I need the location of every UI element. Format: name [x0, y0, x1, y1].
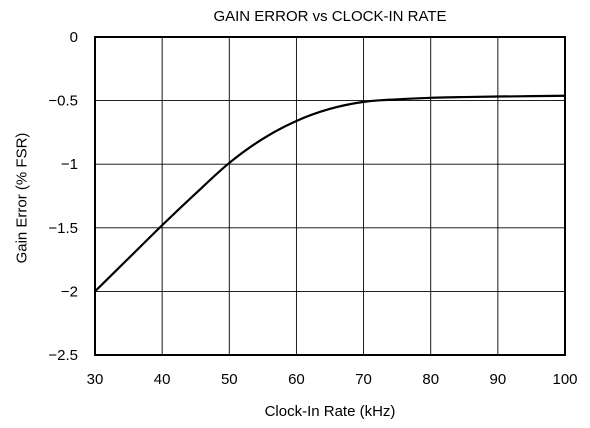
x-tick-label: 90	[490, 371, 507, 388]
y-tick-label: 0	[70, 29, 78, 46]
x-tick-label: 80	[422, 371, 439, 388]
x-tick-label: 100	[552, 371, 577, 388]
plot-frame	[94, 36, 566, 356]
y-tick-label: −1	[61, 156, 78, 173]
y-axis-label: Gain Error (% FSR)	[13, 132, 31, 264]
y-tick-label: −1.5	[48, 220, 78, 237]
y-tick-label: −2.5	[48, 347, 78, 364]
y-tick-label: −2	[61, 283, 78, 300]
chart-title: GAIN ERROR vs CLOCK-IN RATE	[213, 8, 447, 25]
x-tick-label: 50	[221, 371, 238, 388]
x-axis-label: Clock-In Rate (kHz)	[264, 403, 396, 420]
x-tick-label: 60	[288, 371, 305, 388]
x-tick-label: 70	[355, 371, 372, 388]
x-tick-label: 30	[87, 371, 104, 388]
x-tick-label: 40	[154, 371, 171, 388]
gain-error-curve	[94, 94, 566, 293]
y-tick-label: −0.5	[48, 93, 78, 110]
